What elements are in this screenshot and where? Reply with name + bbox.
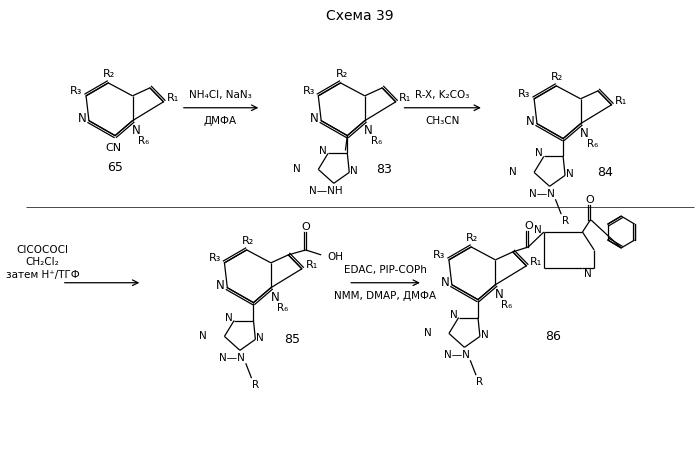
Text: N—N: N—N — [219, 353, 245, 363]
Text: R₂: R₂ — [103, 69, 116, 79]
Text: R₆: R₆ — [277, 303, 288, 313]
Text: 85: 85 — [284, 333, 300, 346]
Text: O: O — [301, 222, 310, 232]
Text: N—NH: N—NH — [309, 186, 343, 196]
Text: R₂: R₂ — [241, 236, 254, 246]
Text: N: N — [481, 331, 489, 341]
Text: NH₄Cl, NaN₃: NH₄Cl, NaN₃ — [189, 90, 252, 100]
Text: R: R — [476, 377, 484, 387]
Text: ДМФА: ДМФА — [204, 116, 237, 126]
Text: R₂: R₂ — [335, 69, 348, 79]
Text: N: N — [216, 279, 225, 292]
Text: N: N — [270, 291, 279, 304]
Text: CH₃CN: CH₃CN — [425, 116, 459, 126]
Text: R₁: R₁ — [530, 257, 542, 267]
Text: ClCOCOCl: ClCOCOCl — [17, 245, 69, 255]
Text: N: N — [78, 112, 87, 125]
Text: OH: OH — [327, 252, 343, 262]
Text: N: N — [441, 276, 449, 289]
Text: N: N — [364, 124, 373, 137]
Text: N: N — [310, 112, 319, 125]
Text: CH₂Cl₂: CH₂Cl₂ — [26, 257, 60, 267]
Text: N: N — [580, 127, 589, 140]
Text: EDAC, PIP-COPh: EDAC, PIP-COPh — [344, 265, 426, 275]
Text: N: N — [450, 310, 458, 320]
Text: N—N: N—N — [444, 350, 470, 361]
Text: R₆: R₆ — [139, 135, 150, 145]
Text: R₁: R₁ — [167, 93, 179, 103]
Text: затем Н⁺/ТГФ: затем Н⁺/ТГФ — [6, 270, 79, 280]
Text: O: O — [586, 195, 594, 205]
Text: N: N — [584, 269, 592, 279]
Text: NMM, DMAP, ДМФА: NMM, DMAP, ДМФА — [334, 291, 436, 301]
Text: CN: CN — [105, 142, 121, 152]
Text: N: N — [526, 115, 535, 128]
Text: R₃: R₃ — [70, 86, 83, 96]
Text: R₁: R₁ — [399, 93, 412, 103]
Text: R₃: R₃ — [518, 89, 531, 99]
Text: 84: 84 — [597, 166, 612, 179]
Text: 86: 86 — [545, 330, 561, 343]
Text: 83: 83 — [376, 163, 392, 176]
Text: R-X, K₂CO₃: R-X, K₂CO₃ — [415, 90, 470, 100]
Text: N: N — [319, 145, 327, 155]
Text: N: N — [293, 164, 301, 174]
Text: R₃: R₃ — [209, 253, 221, 263]
Text: N—N: N—N — [529, 189, 555, 199]
Text: R: R — [561, 216, 568, 226]
Text: N: N — [534, 225, 542, 235]
Text: N: N — [566, 170, 574, 180]
Text: R₆: R₆ — [371, 135, 382, 145]
Text: R₁: R₁ — [615, 96, 627, 106]
Text: R₃: R₃ — [302, 86, 315, 96]
Text: R: R — [252, 380, 259, 390]
Text: R₁: R₁ — [305, 260, 318, 270]
Text: N: N — [350, 166, 358, 176]
Text: R₆: R₆ — [587, 139, 598, 149]
Text: R₂: R₂ — [551, 72, 564, 82]
Text: N: N — [424, 328, 431, 338]
Text: N: N — [199, 332, 207, 342]
Text: R₆: R₆ — [501, 300, 512, 310]
Text: Схема 39: Схема 39 — [326, 10, 393, 23]
Text: O: O — [524, 221, 533, 231]
Text: N: N — [225, 313, 233, 323]
Text: N: N — [495, 288, 503, 301]
Text: N: N — [509, 167, 517, 177]
Text: R₂: R₂ — [466, 233, 478, 243]
Text: N: N — [132, 124, 141, 137]
Text: N: N — [535, 149, 542, 159]
Text: 65: 65 — [107, 161, 123, 174]
Text: R₃: R₃ — [433, 250, 445, 260]
Text: N: N — [256, 333, 264, 343]
